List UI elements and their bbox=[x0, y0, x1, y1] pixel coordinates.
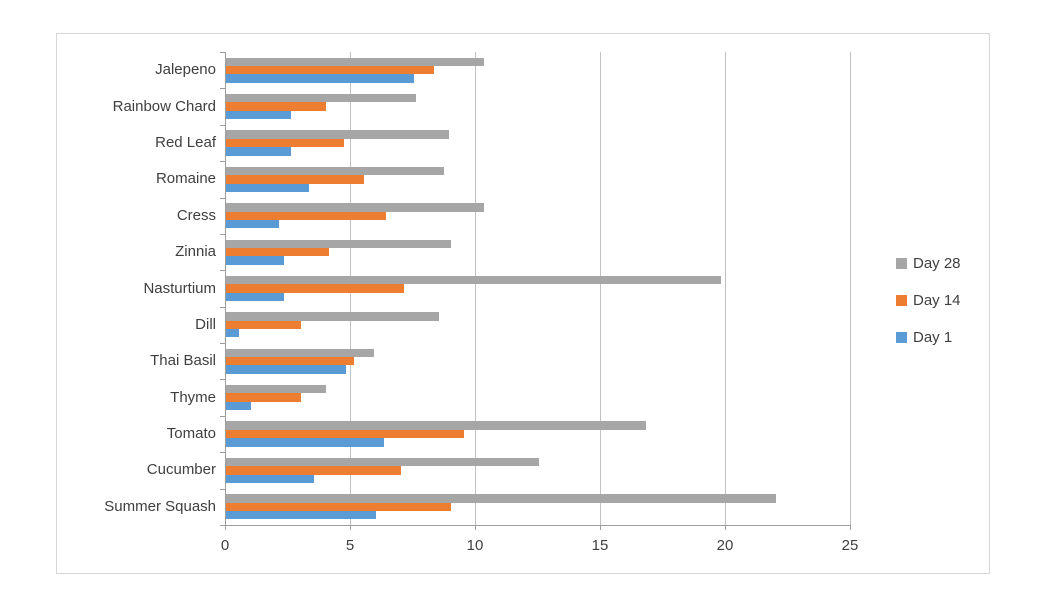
y-axis-tick bbox=[220, 270, 225, 272]
bar-day-1-thai-basil bbox=[226, 365, 346, 374]
category-label-nasturtium: Nasturtium bbox=[143, 279, 216, 297]
category-label-zinnia: Zinnia bbox=[175, 243, 216, 261]
legend-item-day-1: Day 1 bbox=[896, 330, 952, 345]
gridline-20 bbox=[725, 52, 726, 525]
y-axis-tick bbox=[220, 197, 225, 199]
bar-day-1-dill bbox=[226, 329, 239, 338]
x-axis-tick-0 bbox=[225, 525, 226, 530]
x-axis-line bbox=[225, 525, 850, 526]
y-axis-tick bbox=[220, 161, 225, 163]
legend-swatch-day-28 bbox=[896, 258, 907, 269]
category-label-thyme: Thyme bbox=[170, 388, 216, 406]
y-axis-line bbox=[225, 52, 226, 525]
bar-day-1-nasturtium bbox=[226, 292, 284, 302]
category-label-rainbow-chard: Rainbow Chard bbox=[112, 97, 216, 115]
category-label-dill: Dill bbox=[195, 315, 216, 333]
y-axis-tick bbox=[220, 88, 225, 90]
bar-day-1-zinnia bbox=[226, 256, 284, 265]
bar-day-1-thyme bbox=[226, 401, 251, 411]
y-axis-tick bbox=[220, 52, 225, 53]
bar-day-28-rainbow-chard bbox=[226, 93, 416, 103]
bar-day-28-nasturtium bbox=[226, 275, 721, 285]
bar-day-14-summer-squash bbox=[226, 502, 451, 511]
x-axis-tick-5 bbox=[350, 525, 351, 530]
bar-day-28-cress bbox=[226, 203, 484, 212]
bar-day-1-summer-squash bbox=[226, 511, 376, 520]
category-label-romaine: Romaine bbox=[155, 170, 216, 188]
bar-day-14-cucumber bbox=[226, 466, 401, 475]
x-tick-label-10: 10 bbox=[466, 537, 484, 554]
legend-item-day-28: Day 28 bbox=[896, 256, 961, 271]
bar-day-28-romaine bbox=[226, 166, 444, 176]
legend-swatch-day-14 bbox=[896, 295, 907, 306]
bar-day-28-dill bbox=[226, 312, 439, 321]
y-axis-tick bbox=[220, 124, 225, 126]
bar-day-28-zinnia bbox=[226, 239, 451, 248]
bar-day-28-thyme bbox=[226, 385, 326, 394]
bar-day-28-thai-basil bbox=[226, 348, 374, 358]
y-axis-tick bbox=[220, 415, 225, 417]
bar-day-1-cress bbox=[226, 219, 279, 229]
category-label-jalepeno: Jalepeno bbox=[155, 61, 216, 79]
x-tick-label-15: 15 bbox=[591, 537, 609, 554]
x-axis-tick-15 bbox=[600, 525, 601, 530]
y-axis-tick bbox=[220, 343, 225, 345]
bar-day-14-zinnia bbox=[226, 247, 329, 257]
y-axis-tick bbox=[220, 379, 225, 381]
bar-day-28-red-leaf bbox=[226, 130, 449, 139]
bar-day-28-tomato bbox=[226, 421, 646, 430]
bar-day-1-tomato bbox=[226, 438, 384, 447]
gridline-10 bbox=[475, 52, 476, 525]
legend-swatch-day-1 bbox=[896, 332, 907, 343]
x-axis-tick-25 bbox=[850, 525, 851, 530]
gridline-25 bbox=[850, 52, 851, 525]
x-tick-label-0: 0 bbox=[220, 537, 230, 554]
bar-day-1-red-leaf bbox=[226, 147, 291, 156]
legend-label-day-14: Day 14 bbox=[913, 292, 961, 309]
legend-label-day-28: Day 28 bbox=[913, 255, 961, 272]
x-tick-label-20: 20 bbox=[716, 537, 734, 554]
legend-label-day-1: Day 1 bbox=[913, 329, 953, 346]
category-label-tomato: Tomato bbox=[166, 425, 216, 443]
x-axis-tick-10 bbox=[475, 525, 476, 530]
x-axis-tick-20 bbox=[725, 525, 726, 530]
y-axis-tick bbox=[220, 306, 225, 308]
category-label-summer-squash: Summer Squash bbox=[104, 497, 216, 515]
category-label-cucumber: Cucumber bbox=[146, 461, 216, 479]
bar-day-14-jalepeno bbox=[226, 65, 434, 75]
category-label-red-leaf: Red Leaf bbox=[155, 133, 216, 151]
y-axis-tick bbox=[220, 452, 225, 454]
bar-day-14-cress bbox=[226, 211, 386, 220]
bar-day-1-cucumber bbox=[226, 474, 314, 483]
y-axis-tick bbox=[220, 233, 225, 235]
x-tick-label-5: 5 bbox=[345, 537, 355, 554]
gridline-15 bbox=[600, 52, 601, 525]
bar-day-14-thyme bbox=[226, 393, 301, 402]
bar-day-28-summer-squash bbox=[226, 494, 776, 503]
x-tick-label-25: 25 bbox=[841, 537, 859, 554]
y-axis-tick bbox=[220, 488, 225, 490]
bar-day-1-jalepeno bbox=[226, 74, 414, 83]
bar-day-14-tomato bbox=[226, 429, 464, 439]
bar-day-14-red-leaf bbox=[226, 138, 344, 148]
bar-day-14-rainbow-chard bbox=[226, 102, 326, 111]
bar-day-14-nasturtium bbox=[226, 284, 404, 293]
y-axis-tick bbox=[220, 525, 225, 526]
bar-day-14-dill bbox=[226, 320, 301, 330]
bar-day-14-thai-basil bbox=[226, 357, 354, 366]
bar-day-28-jalepeno bbox=[226, 57, 484, 66]
chart-area-frame bbox=[56, 33, 990, 574]
legend-item-day-14: Day 14 bbox=[896, 293, 961, 308]
bar-day-14-romaine bbox=[226, 175, 364, 184]
category-label-cress: Cress bbox=[176, 206, 216, 224]
bar-day-1-romaine bbox=[226, 183, 309, 192]
bar-day-1-rainbow-chard bbox=[226, 110, 291, 120]
category-label-thai-basil: Thai Basil bbox=[150, 352, 216, 370]
bar-day-28-cucumber bbox=[226, 457, 539, 467]
